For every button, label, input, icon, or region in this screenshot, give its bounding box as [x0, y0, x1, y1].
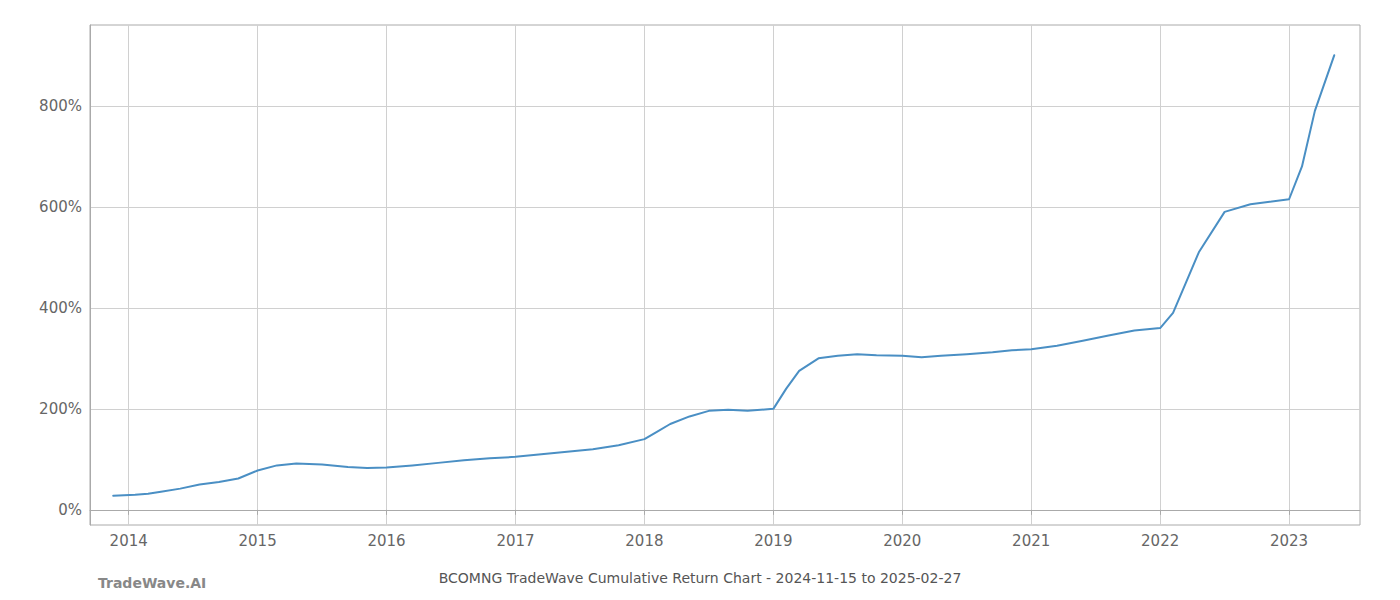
svg-text:800%: 800% [39, 97, 82, 115]
svg-text:2017: 2017 [496, 532, 534, 550]
svg-text:TradeWave.AI: TradeWave.AI [98, 575, 206, 591]
svg-text:2014: 2014 [110, 532, 148, 550]
svg-text:0%: 0% [58, 501, 82, 519]
svg-text:600%: 600% [39, 198, 82, 216]
svg-text:2018: 2018 [625, 532, 663, 550]
svg-text:200%: 200% [39, 400, 82, 418]
svg-text:2019: 2019 [754, 532, 792, 550]
svg-text:2021: 2021 [1012, 532, 1050, 550]
svg-text:BCOMNG TradeWave Cumulative Re: BCOMNG TradeWave Cumulative Return Chart… [439, 570, 962, 586]
svg-text:2015: 2015 [239, 532, 277, 550]
svg-text:400%: 400% [39, 299, 82, 317]
svg-text:2023: 2023 [1270, 532, 1308, 550]
svg-text:2016: 2016 [367, 532, 405, 550]
svg-text:2020: 2020 [883, 532, 921, 550]
svg-text:2022: 2022 [1141, 532, 1179, 550]
